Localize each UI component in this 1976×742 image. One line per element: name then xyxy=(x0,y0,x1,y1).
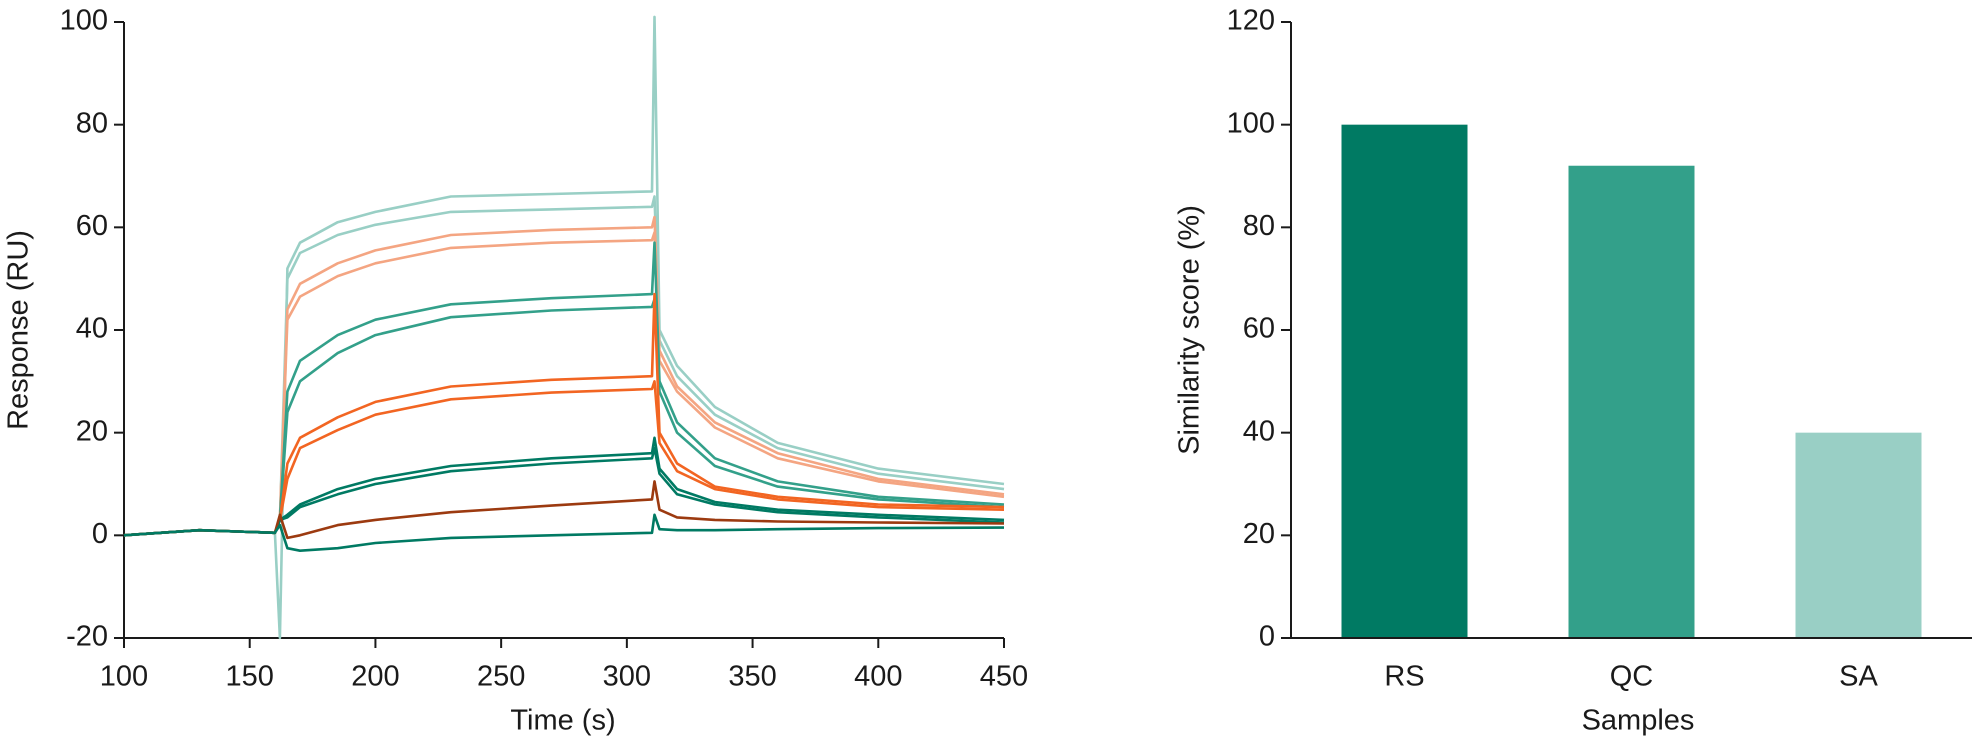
y-tick-label: 0 xyxy=(1259,621,1275,653)
sensorgram-line xyxy=(123,195,1005,537)
y-tick-label: 80 xyxy=(76,107,108,139)
y-tick-label: 40 xyxy=(76,313,108,345)
bar xyxy=(1568,165,1695,638)
x-tick-label: QC xyxy=(1610,661,1654,693)
x-tick-label: 350 xyxy=(728,661,776,693)
sensorgram-line xyxy=(123,15,1005,640)
sensorgram-line xyxy=(123,480,1005,540)
x-tick-label: 400 xyxy=(854,661,902,693)
x-axis-title: Time (s) xyxy=(510,705,615,737)
sensorgram-line xyxy=(123,297,1005,537)
sensorgram-line xyxy=(123,436,1005,537)
y-tick-label: 60 xyxy=(1243,313,1275,345)
y-tick-label: 20 xyxy=(76,415,108,447)
bar xyxy=(1795,432,1922,638)
bar xyxy=(1341,124,1468,638)
x-axis-title: Samples xyxy=(1582,705,1695,737)
sensorgram-line xyxy=(123,241,1005,537)
y-tick-label: 40 xyxy=(1243,415,1275,447)
y-tick-label: 60 xyxy=(76,210,108,242)
sensorgram-line xyxy=(123,215,1005,537)
y-tick-label: 120 xyxy=(1227,5,1275,37)
y-axis-title: Response (RU) xyxy=(3,230,35,430)
y-tick-label: 0 xyxy=(92,518,108,550)
x-tick-label: RS xyxy=(1384,661,1424,693)
x-tick-label: SA xyxy=(1839,661,1878,693)
y-axis-title: Similarity score (%) xyxy=(1174,205,1206,455)
x-tick-label: 100 xyxy=(100,661,148,693)
x-tick-label: 450 xyxy=(980,661,1028,693)
sensorgram-line xyxy=(123,231,1005,537)
y-tick-label: 20 xyxy=(1243,518,1275,550)
y-tick-label: -20 xyxy=(66,621,108,653)
sensorgram-line xyxy=(123,513,1005,553)
x-tick-label: 250 xyxy=(477,661,525,693)
y-tick-label: 100 xyxy=(60,5,108,37)
x-tick-label: 300 xyxy=(603,661,651,693)
x-tick-label: 150 xyxy=(226,661,274,693)
y-tick-label: 100 xyxy=(1227,107,1275,139)
y-tick-label: 80 xyxy=(1243,210,1275,242)
x-tick-label: 200 xyxy=(351,661,399,693)
